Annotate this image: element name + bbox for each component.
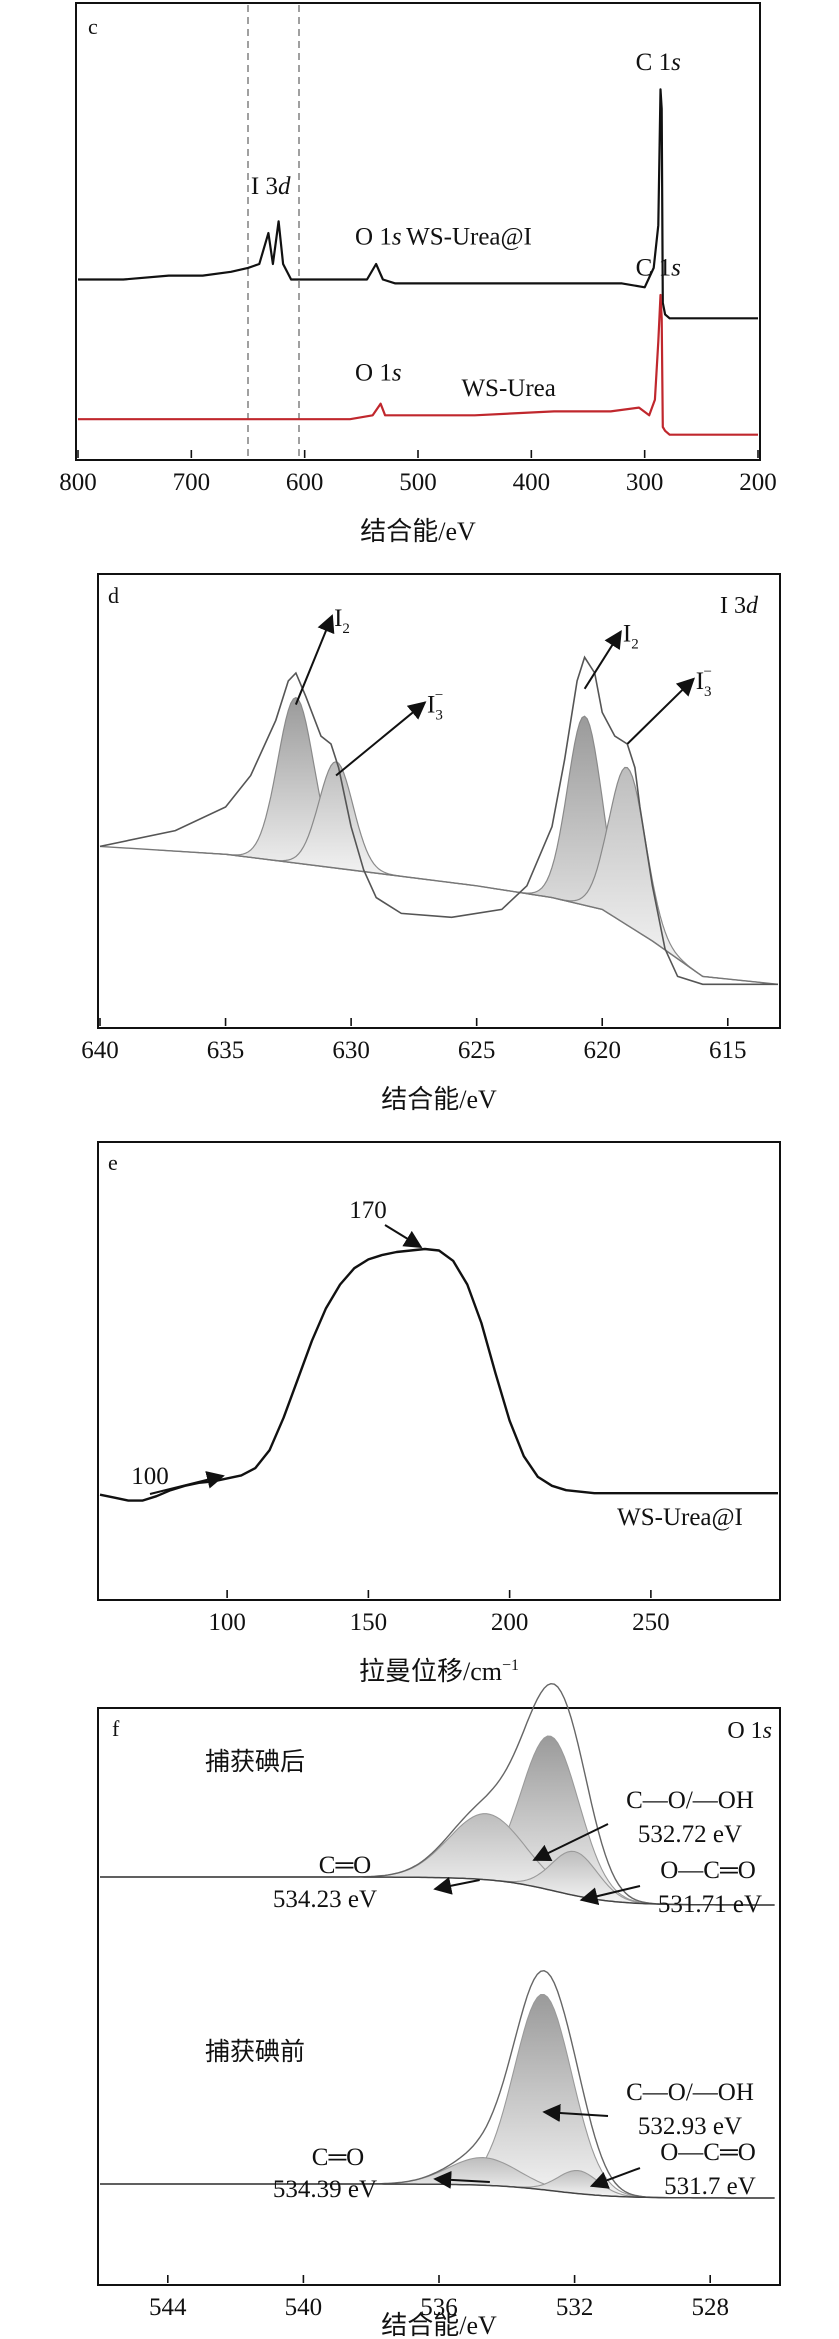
panel-d-x-tick-label: 625: [458, 1037, 496, 1064]
panel-c-xlabel: 结合能/eV: [360, 517, 476, 546]
panel-f-arrow: [433, 1876, 480, 1895]
panel-d-x-tick-label: 640: [81, 1037, 119, 1064]
panel-c-x-tick-label: 200: [739, 469, 777, 496]
panel-e-arrow-100: [149, 1471, 225, 1495]
panel-c-annotation: C 1s: [636, 255, 681, 282]
panel-d-arrow: [583, 629, 622, 690]
panel-d-peak-i2: [446, 715, 721, 979]
panel-c-x-tick-label: 700: [173, 469, 211, 496]
panel-f-peak-energy: 532.93 eV: [638, 2113, 742, 2140]
panel-f-peak-energy: 534.39 eV: [273, 2176, 377, 2203]
panel-f-title: O 1s: [727, 1718, 772, 1744]
panel-d-peak-i3-: [489, 766, 763, 984]
panel-c-x-tick-label: 600: [286, 469, 324, 496]
panel-e-raman-line: [99, 1247, 778, 1502]
panel-f-peak-energy: 531.71 eV: [658, 1891, 762, 1918]
panel-e-xlabel: 拉曼位移/cm−1: [359, 1657, 519, 1686]
panel-c-x-tick-label: 300: [626, 469, 664, 496]
panel-f-peak-energy: 531.7 eV: [664, 2173, 756, 2200]
panel-f-frame: [97, 1707, 781, 2286]
panel-f-xlabel: 结合能/eV: [381, 2311, 497, 2339]
panel-e-x-tick-label: 250: [632, 1609, 670, 1636]
panel-d-label-i2: I2: [623, 621, 639, 653]
panel-f-peak-energy: 532.72 eV: [638, 1821, 742, 1848]
panel-c-letter: c: [88, 14, 98, 39]
panel-f-x-tick-label: 540: [285, 2294, 323, 2321]
panel-d-background-line: [99, 845, 779, 985]
panel-f-spectrum-name: 捕获碘前: [205, 2038, 305, 2066]
panel-d-letter: d: [108, 583, 119, 608]
panel-d-envelope-line: [99, 655, 778, 986]
panel-c-series-ws-urea: [78, 293, 758, 436]
panel-d-x-tick-label: 630: [332, 1037, 370, 1064]
panel-f-x-tick-label: 528: [691, 2294, 729, 2321]
panel-e-arrow-170: [384, 1224, 423, 1248]
panel-e-peak-label-170: 170: [349, 1197, 387, 1224]
panel-e-frame: [97, 1141, 781, 1601]
panel-f-arrow: [579, 1885, 641, 1905]
panel-f-arrow: [589, 2167, 641, 2189]
panel-f-peak-assignment: C═O: [319, 1852, 371, 1879]
panel-c-x-tick-label: 400: [513, 469, 551, 496]
panel-c-series-ws-urea-i: [78, 88, 758, 320]
panel-d-xlabel: 结合能/eV: [381, 1085, 497, 1114]
panel-c-annotation: C 1s: [636, 49, 681, 76]
panel-f-arrow: [542, 2104, 609, 2122]
panel-e: e 100 150 200 250 170 100 WS-Urea@I 拉曼位移/cm−1: [97, 1141, 781, 1686]
panel-d-label-i2: I2: [334, 605, 350, 637]
panel-c-annotation: O 1s: [355, 224, 402, 251]
panel-d-arrow: [335, 701, 427, 777]
panel-d-arrow: [626, 677, 695, 745]
panel-f-peak-assignment: C—O/—OH: [626, 1787, 754, 1814]
panel-f-arrow: [433, 2170, 490, 2189]
panel-c-annotation: I 3d: [251, 173, 291, 200]
panel-f-peak-assignment: C═O: [312, 2144, 364, 2171]
panel-d-x-tick-label: 615: [709, 1037, 747, 1064]
panel-c-x-tick-label: 800: [59, 469, 97, 496]
panel-c-x-tick-label: 500: [399, 469, 437, 496]
panel-f-x-tick-label: 544: [149, 2294, 187, 2321]
panel-d-x-tick-label: 635: [207, 1037, 245, 1064]
panel-d-label-i3minus: I3−: [696, 664, 712, 700]
panel-e-x-tick-label: 150: [350, 1609, 388, 1636]
panel-d-arrow: [294, 614, 335, 705]
panel-e-x-tick-label: 100: [208, 1609, 246, 1636]
panel-e-x-tick-label: 200: [491, 1609, 529, 1636]
panel-d: d I 3d 640 635 630 625 620 615 I2 I3− I2 I3− 结合能…: [81, 573, 781, 1114]
panel-c: c 800 700 600 500 400 300 200 C 1sI 3dO 1s WS-U…: [59, 2, 777, 546]
panel-f-arrow: [532, 1823, 609, 1862]
panel-f-letter: f: [112, 1716, 120, 1741]
panel-e-letter: e: [108, 1150, 118, 1175]
panel-f-peak-assignment: C—O/—OH: [626, 2079, 754, 2106]
panel-d-frame: [97, 573, 781, 1029]
panel-d-title: I 3d: [720, 593, 759, 619]
panel-d-x-tick-label: 620: [583, 1037, 621, 1064]
panel-e-series-label: WS-Urea@I: [617, 1504, 743, 1531]
panel-f-spectrum-name: 捕获碘后: [205, 1748, 305, 1776]
panel-c-annotation: WS-Urea@I: [406, 224, 532, 251]
panel-f-peak-assignment: O—C═O: [660, 2139, 756, 2166]
panel-d-label-i3minus: I3−: [427, 687, 443, 723]
panel-c-annotation: O 1s: [355, 359, 402, 386]
panel-c-annotation: WS-Urea: [461, 375, 555, 402]
panel-f-x-tick-label: 536: [420, 2294, 458, 2321]
panel-f-x-tick-label: 532: [556, 2294, 594, 2321]
panel-f-peak-energy: 534.23 eV: [273, 1886, 377, 1913]
panel-f-peak-assignment: O—C═O: [660, 1857, 756, 1884]
panel-d-peak-i3-: [197, 761, 472, 886]
panel-e-peak-label-100: 100: [131, 1463, 169, 1490]
panel-c-frame: [75, 2, 761, 461]
